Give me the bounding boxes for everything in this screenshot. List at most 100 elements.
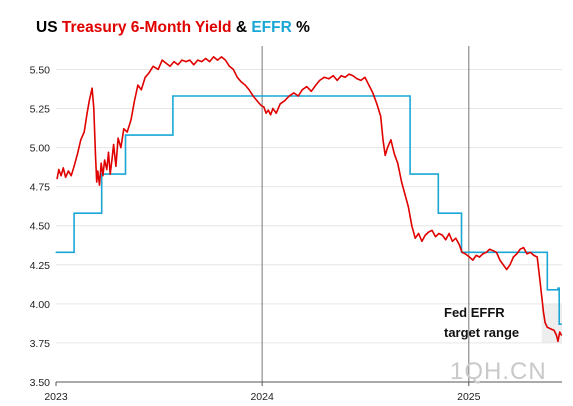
treasury-point <box>111 159 113 161</box>
x-tick-label: 2024 <box>250 391 274 403</box>
x-tick-labels: 2023 2024 2025 <box>44 382 481 403</box>
treasury-point <box>185 61 187 63</box>
treasury-point <box>401 181 403 183</box>
treasury-point <box>438 232 440 235</box>
treasury-point <box>461 251 463 253</box>
treasury-point <box>236 76 238 78</box>
effr-point <box>172 95 174 97</box>
treasury-point <box>475 254 477 256</box>
treasury-point <box>319 79 321 81</box>
treasury-point <box>173 61 175 63</box>
treasury-point <box>306 86 308 88</box>
treasury-point <box>137 84 139 86</box>
y-tick-labels: 3.50 3.75 4.00 4.25 4.50 4.75 5.00 5.25 5.50 <box>30 64 51 389</box>
treasury-point <box>62 167 64 169</box>
treasury-point <box>272 107 274 110</box>
treasury-point <box>418 232 420 235</box>
treasury-point <box>421 240 423 242</box>
treasury-point <box>553 329 555 331</box>
y-tick-label: 5.00 <box>30 143 51 155</box>
treasury-point <box>65 176 67 178</box>
treasury-point <box>133 100 136 102</box>
treasury-point <box>80 139 82 141</box>
treasury-point <box>189 59 191 61</box>
y-tick-label: 4.25 <box>30 260 51 272</box>
treasury-point <box>56 178 58 180</box>
treasury-point <box>224 59 226 61</box>
treasury-point <box>117 137 119 139</box>
title-part-treasury: Treasury 6-Month Yield <box>62 19 232 36</box>
treasury-point <box>100 162 102 164</box>
treasury-point <box>536 256 538 258</box>
treasury-point <box>310 90 312 92</box>
effr-point <box>560 323 563 325</box>
treasury-point <box>492 250 494 252</box>
treasury-point <box>336 79 338 81</box>
treasury-point <box>464 253 466 255</box>
treasury-point <box>397 162 399 164</box>
treasury-point <box>140 89 142 91</box>
treasury-point <box>482 253 484 255</box>
treasury-point <box>58 168 60 171</box>
treasury-point <box>288 95 290 97</box>
treasury-point <box>297 95 299 97</box>
treasury-point <box>181 59 183 61</box>
y-tick-label: 4.00 <box>30 299 51 311</box>
treasury-point <box>559 331 561 333</box>
treasury-point <box>458 243 460 246</box>
treasury-point <box>165 62 167 64</box>
treasury-point <box>130 118 132 121</box>
treasury-point <box>107 151 110 153</box>
treasury-point <box>265 112 267 114</box>
treasury-point <box>544 322 546 324</box>
treasury-point <box>384 154 386 156</box>
treasury-point <box>323 76 325 78</box>
treasury-point <box>232 68 234 70</box>
treasury-point <box>538 275 541 277</box>
treasury-point <box>344 76 346 78</box>
y-tick-label: 4.50 <box>30 221 51 233</box>
treasury-point <box>512 256 515 258</box>
x-tick-label: 2025 <box>457 391 481 403</box>
watermark: 1QH.CN <box>450 358 547 385</box>
treasury-point <box>393 153 395 155</box>
treasury-point <box>376 103 378 105</box>
treasury-point <box>502 264 504 266</box>
treasury-point <box>279 103 281 105</box>
title-part-effr: EFFR <box>251 19 291 36</box>
treasury-point <box>424 234 426 236</box>
treasury-point <box>144 76 146 78</box>
treasury-point <box>478 256 481 258</box>
treasury-point <box>293 92 295 94</box>
treasury-point <box>445 239 447 241</box>
treasury-point <box>557 340 559 342</box>
title-part-us: US <box>36 19 62 36</box>
treasury-point <box>380 115 382 117</box>
effr-point <box>101 173 103 175</box>
effr-point <box>437 212 439 214</box>
treasury-point <box>529 251 532 253</box>
treasury-point <box>275 112 277 114</box>
effr-point <box>124 134 127 136</box>
treasury-point <box>407 206 409 208</box>
treasury-point <box>348 73 350 75</box>
treasury-point <box>542 311 545 313</box>
treasury-point <box>372 92 374 94</box>
treasury-point <box>541 295 543 297</box>
treasury-point <box>485 251 487 253</box>
treasury-point <box>495 251 498 253</box>
treasury-point <box>499 259 501 261</box>
treasury-point <box>104 159 106 161</box>
y-tick-label: 3.75 <box>30 338 51 350</box>
treasury-point <box>73 165 75 167</box>
treasury-point <box>516 253 518 255</box>
treasury-point <box>126 131 128 133</box>
treasury-point <box>109 173 111 175</box>
treasury-point <box>270 114 272 116</box>
treasury-point <box>240 81 242 83</box>
treasury-point <box>472 259 474 261</box>
horizontal-gridlines <box>56 68 562 344</box>
treasury-point <box>550 328 552 330</box>
y-tick-label: 4.75 <box>30 182 51 194</box>
